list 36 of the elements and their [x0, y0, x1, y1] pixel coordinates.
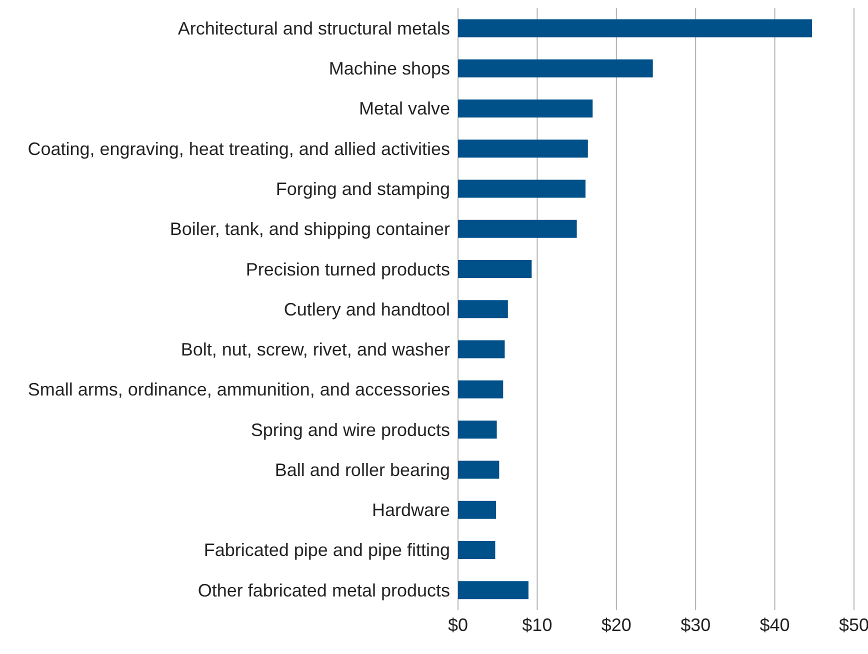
bar: [458, 59, 653, 78]
y-tick-label: Small arms, ordinance, ammunition, and accessories: [28, 380, 450, 400]
x-tick-label: $0: [448, 614, 468, 635]
bar: [458, 581, 528, 600]
x-tick-label: $50: [838, 614, 868, 635]
y-tick-label: Boiler, tank, and shipping container: [170, 219, 450, 240]
x-tick-label: $40: [760, 614, 790, 635]
y-tick-label: Architectural and structural metals: [178, 18, 450, 38]
bar: [458, 460, 500, 479]
bar: [458, 540, 496, 559]
bar: [458, 220, 577, 238]
bar: [458, 300, 508, 318]
y-tick-label: Spring and wire products: [250, 420, 450, 440]
y-tick-label: Ball and roller bearing: [274, 460, 450, 480]
bar: [458, 140, 588, 158]
y-tick-label: Hardware: [372, 500, 450, 520]
y-tick-label: Other fabricated metal products: [198, 580, 450, 600]
x-tick-label: $30: [680, 614, 711, 635]
bar: [458, 19, 812, 38]
y-tick-label: Metal valve: [358, 98, 450, 119]
y-tick-label: Coating, engraving, heat treating, and allied activities: [28, 138, 450, 159]
y-tick-label: Forging and stamping: [276, 178, 450, 199]
bar: [458, 380, 504, 398]
bar: [458, 100, 593, 118]
bar: [458, 180, 586, 198]
y-tick-label: Bolt, nut, screw, rivet, and washer: [180, 340, 450, 360]
bar: [458, 340, 505, 358]
bar: [458, 500, 496, 519]
bar: [458, 260, 532, 278]
y-tick-label: Precision turned products: [246, 259, 450, 280]
x-tick-label: $10: [522, 614, 552, 635]
y-tick-label: Cutlery and handtool: [284, 299, 450, 320]
x-tick-label: $20: [601, 614, 632, 635]
y-tick-label: Fabricated pipe and pipe fitting: [204, 540, 450, 560]
y-tick-label: Machine shops: [328, 58, 450, 79]
bar: [458, 420, 497, 439]
